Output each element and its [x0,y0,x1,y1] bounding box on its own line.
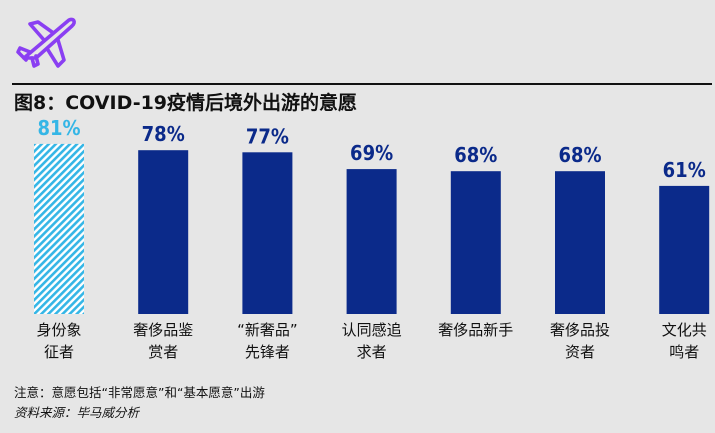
category-label-4-line-2: 求者 [357,343,387,361]
value-label-4: 69% [350,141,393,165]
category-label-3-line-1: “新奢品” [237,321,298,339]
category-label-1-line-1: 身份象 [36,321,81,339]
chart-note: 注意：意愿包括“非常愿意”和“基本愿意”出游 [14,385,265,400]
chart-source: 资料来源：毕马威分析 [14,405,140,420]
bar-5 [450,171,501,314]
bar-6 [555,171,605,314]
category-label-5-line-1: 奢侈品新手 [438,321,513,339]
value-label-6: 68% [558,143,601,167]
value-label-3: 77% [246,124,289,148]
airplane-icon [16,17,76,68]
category-label-7-line-2: 鸣者 [669,343,699,361]
value-label-5: 68% [454,143,497,167]
category-label-1-line-2: 征者 [44,343,74,361]
category-label-2-line-2: 赏者 [148,343,178,361]
title-divider [12,83,712,85]
value-label-7: 61% [663,158,706,182]
category-label-7-line-1: 文化共 [662,321,707,339]
category-label-2-line-1: 奢侈品鉴 [133,321,193,339]
bar-3 [242,152,293,314]
value-label-1: 81% [37,116,80,140]
bar-4 [346,169,397,314]
value-label-2: 78% [142,122,185,146]
bar-1 [34,143,84,314]
category-label-4-line-1: 认同感追 [342,321,402,339]
category-label-6-line-1: 奢侈品投 [550,321,610,339]
category-label-3-line-2: 先锋者 [245,343,290,361]
chart-title: 图8：COVID-19疫情后境外出游的意愿 [14,92,358,114]
category-label-6-line-2: 资者 [565,343,595,361]
bar-2 [138,150,189,314]
bar-7 [659,185,710,314]
